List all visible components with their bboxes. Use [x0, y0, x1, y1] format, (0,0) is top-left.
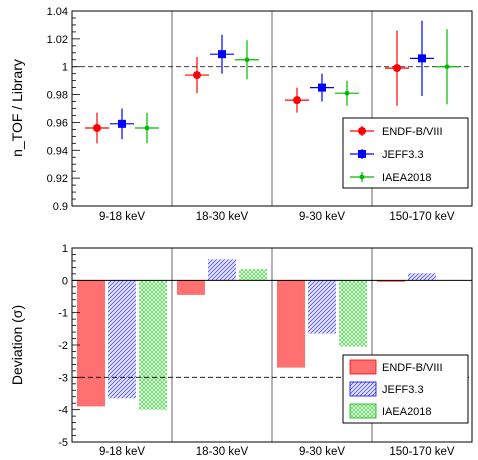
- top-y-axis-title: n_TOF / Library: [9, 59, 25, 157]
- y-tick-label: 1.04: [47, 6, 68, 18]
- data-point-circle: [385, 30, 409, 106]
- bottom-legend-entry-jeff: JEFF3.3: [349, 381, 424, 397]
- legend-solid-swatch: [349, 359, 377, 375]
- y-tick-label: -3: [58, 372, 68, 384]
- bottom-legend-label: JEFF3.3: [382, 384, 424, 396]
- bottom-x-tick-label: 9-30 keV: [299, 446, 345, 458]
- top-legend-entry-endf: ENDF-B/VIII: [350, 126, 443, 138]
- data-point-square: [110, 108, 134, 140]
- data-point-diamond: [135, 112, 159, 144]
- y-tick-label: -5: [58, 437, 68, 449]
- y-tick-label: -1: [58, 308, 68, 320]
- top-legend-label: JEFF3.3: [382, 149, 424, 161]
- deviation-bar: [377, 280, 405, 282]
- bottom-legend-label: ENDF-B/VIII: [382, 362, 443, 374]
- y-tick-label: 0.9: [53, 201, 68, 213]
- y-tick-label: 0.98: [47, 90, 68, 102]
- deviation-bar: [408, 273, 436, 281]
- top-legend-entry-iaea: IAEA2018: [350, 172, 432, 184]
- bottom-y-axis: -5 -4 -3 -2 -1 0 1: [58, 243, 80, 449]
- legend-dot-marker: [359, 174, 365, 180]
- bottom-y-axis-title: Deviation (σ): [9, 305, 25, 385]
- legend-square-marker: [358, 150, 366, 158]
- data-point-circle: [185, 56, 209, 94]
- data-point-diamond: [235, 40, 259, 80]
- data-point-square: [410, 20, 434, 96]
- deviation-bar: [108, 280, 136, 399]
- data-point-circle: [285, 87, 309, 113]
- legend-hatch-swatch: [349, 381, 377, 397]
- y-tick-label: 1: [62, 62, 68, 74]
- bottom-legend: ENDF-B/VIII JEFF3.3 IAEA2018: [342, 354, 469, 424]
- data-point-diamond: [435, 29, 459, 105]
- bottom-x-tick-label: 150-170 keV: [389, 446, 455, 458]
- y-tick-label: -2: [58, 340, 68, 352]
- top-legend-label: IAEA2018: [382, 172, 432, 184]
- y-tick-label: 0.92: [47, 173, 68, 185]
- y-tick-label: 0.94: [47, 145, 68, 157]
- y-tick-label: 0.96: [47, 117, 68, 129]
- bottom-x-tick-label: 9-18 keV: [99, 446, 145, 458]
- top-y-axis: 0.9 0.92 0.94 0.96 0.98 1 1.02 1.04: [47, 6, 80, 213]
- top-x-tick-label: 9-30 keV: [299, 211, 345, 223]
- deviation-bar: [139, 280, 167, 410]
- bottom-legend-label: IAEA2018: [382, 406, 432, 418]
- deviation-bar: [77, 280, 105, 407]
- bottom-legend-entry-endf: ENDF-B/VIII: [349, 359, 443, 375]
- top-data-points: [85, 20, 459, 144]
- y-tick-label: 0: [62, 275, 68, 287]
- legend-hatch-swatch: [349, 403, 377, 419]
- y-tick-label: -4: [58, 405, 68, 417]
- bottom-bars: [77, 259, 436, 410]
- deviation-bar: [339, 280, 367, 347]
- bottom-legend-entry-iaea: IAEA2018: [349, 403, 432, 419]
- deviation-bar: [208, 259, 236, 281]
- deviation-bar: [277, 280, 305, 368]
- deviation-bar: [308, 280, 336, 334]
- data-point-square: [210, 34, 234, 74]
- data-point-circle: [85, 112, 109, 144]
- top-panel: 0.9 0.92 0.94 0.96 0.98 1 1.02 1.04 n_TOF / Lib…: [9, 6, 473, 223]
- legend-circle-marker: [358, 127, 366, 135]
- top-x-tick-label: 150-170 keV: [389, 211, 455, 223]
- top-legend: ENDF-B/VIII JEFF3.3 IAEA2018: [342, 117, 469, 189]
- data-point-diamond: [335, 80, 359, 106]
- data-point-square: [310, 73, 334, 102]
- top-x-tick-label: 9-18 keV: [99, 211, 145, 223]
- top-x-tick-label: 18-30 keV: [196, 211, 249, 223]
- bottom-x-tick-label: 18-30 keV: [196, 446, 249, 458]
- deviation-bar: [239, 269, 267, 281]
- bottom-panel: -5 -4 -3 -2 -1 0 1 Deviation (σ) 9-18 keV 18-3…: [9, 243, 473, 458]
- y-tick-label: 1.02: [47, 34, 68, 46]
- top-category-dividers: [171, 11, 373, 206]
- bottom-x-axis: 9-18 keV 18-30 keV 9-30 keV 150-170 keV: [99, 446, 455, 458]
- top-legend-label: ENDF-B/VIII: [382, 126, 443, 138]
- top-legend-entry-jeff: JEFF3.3: [350, 149, 424, 161]
- top-x-axis: 9-18 keV 18-30 keV 9-30 keV 150-170 keV: [99, 211, 455, 223]
- y-tick-label: 1: [62, 243, 68, 255]
- deviation-bar: [177, 280, 205, 295]
